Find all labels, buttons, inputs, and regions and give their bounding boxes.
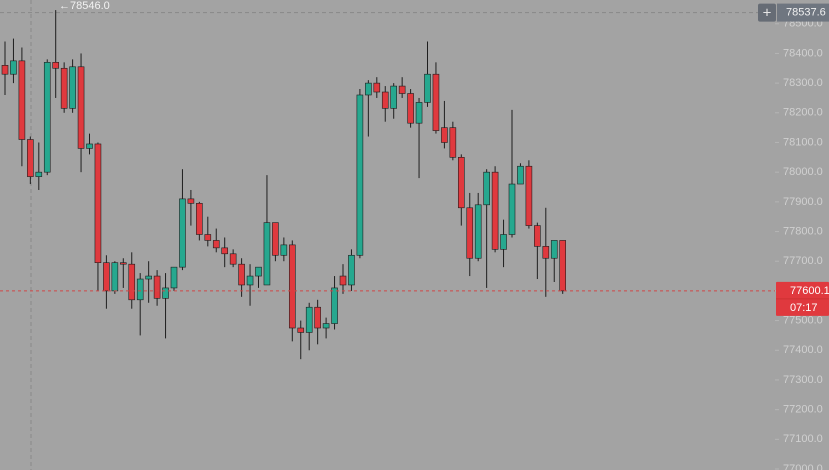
candle-body <box>238 263 245 286</box>
candle-body <box>398 85 406 94</box>
candle-body <box>314 306 321 329</box>
candle-body <box>407 93 414 124</box>
candle-body <box>280 244 288 256</box>
candle-body <box>179 198 186 268</box>
candle-body <box>365 82 372 96</box>
y-tick-label: 77700.0 <box>783 255 823 267</box>
candle-body <box>145 275 152 280</box>
last-price-label: 77600.1 <box>790 285 829 297</box>
crosshair-price-box <box>777 3 829 22</box>
candle-body <box>559 240 567 292</box>
candle-body <box>10 60 17 75</box>
candle-body <box>441 127 448 143</box>
candle-body <box>212 240 220 249</box>
candle-body <box>246 275 254 286</box>
candle-body <box>103 262 110 292</box>
candle-body <box>381 91 389 109</box>
candle-body <box>18 60 26 140</box>
candle-body <box>466 207 474 259</box>
candle-body <box>483 171 490 206</box>
candle-body <box>305 306 313 333</box>
candle-body <box>69 66 76 109</box>
candle-body <box>229 253 237 265</box>
plus-icon: + <box>763 5 772 22</box>
y-tick-label: 77900.0 <box>783 196 823 208</box>
candle-body <box>390 85 398 109</box>
candle-body <box>94 143 102 263</box>
candle-body <box>288 244 296 329</box>
high-marker-arrow: ← <box>59 0 70 12</box>
candle-body <box>508 183 516 235</box>
candle-body <box>196 203 203 235</box>
y-tick-label: 77000.0 <box>783 463 823 470</box>
candle-body <box>331 287 338 324</box>
y-tick-label: 78400.0 <box>783 47 823 59</box>
candle-body <box>221 247 228 255</box>
candle-body <box>153 275 161 299</box>
crosshair-price-label: 78537.6 <box>786 6 826 18</box>
candle-body <box>111 262 119 292</box>
candle-body <box>449 127 457 158</box>
candle-body <box>170 266 178 289</box>
y-tick-label: 77500.0 <box>783 314 823 326</box>
y-tick-label: 77300.0 <box>783 374 823 386</box>
candle-body <box>297 327 305 333</box>
candle-body <box>550 240 558 259</box>
candle-body <box>187 198 195 204</box>
candle-body <box>424 73 431 103</box>
countdown-label: 07:17 <box>790 302 818 314</box>
candle-body <box>373 82 381 93</box>
candle-body <box>356 94 364 256</box>
candle-body <box>525 165 533 226</box>
candle-body <box>500 234 507 250</box>
candle-body <box>77 66 85 149</box>
candle-body <box>534 225 541 247</box>
candle-body <box>474 204 482 259</box>
candle-body <box>491 171 499 250</box>
high-marker-label: 78546.0 <box>70 0 110 12</box>
candle-body <box>263 222 271 286</box>
candle-body <box>204 234 212 241</box>
y-tick-label: 77100.0 <box>783 433 823 445</box>
y-tick-label: 77200.0 <box>783 404 823 416</box>
plus-button[interactable] <box>758 3 776 22</box>
candle-body <box>415 102 423 124</box>
y-tick-label: 78300.0 <box>783 77 823 89</box>
candle-body <box>1 65 9 75</box>
candle-body <box>136 278 144 301</box>
y-tick-label: 78000.0 <box>783 166 823 178</box>
y-tick-label: 78100.0 <box>783 136 823 148</box>
y-tick-label: 77800.0 <box>783 225 823 237</box>
candle-body <box>322 323 330 329</box>
candle-body <box>272 222 279 256</box>
candle-body <box>162 287 169 299</box>
candle-body <box>52 62 60 69</box>
candle-body <box>348 254 355 286</box>
candle-body <box>43 62 51 173</box>
candle-body <box>432 73 440 131</box>
candle-body <box>128 263 136 301</box>
candle-body <box>60 67 68 109</box>
candle-body <box>457 157 465 209</box>
candle-body <box>339 275 347 286</box>
candle-body <box>120 262 127 265</box>
candle-body <box>255 266 262 277</box>
candle-body <box>517 165 524 185</box>
y-tick-label: 78200.0 <box>783 107 823 119</box>
candle-body <box>542 246 550 259</box>
candle-body <box>27 139 34 177</box>
candle-body <box>86 143 93 149</box>
candle-body <box>35 171 43 177</box>
y-tick-label: 77400.0 <box>783 344 823 356</box>
